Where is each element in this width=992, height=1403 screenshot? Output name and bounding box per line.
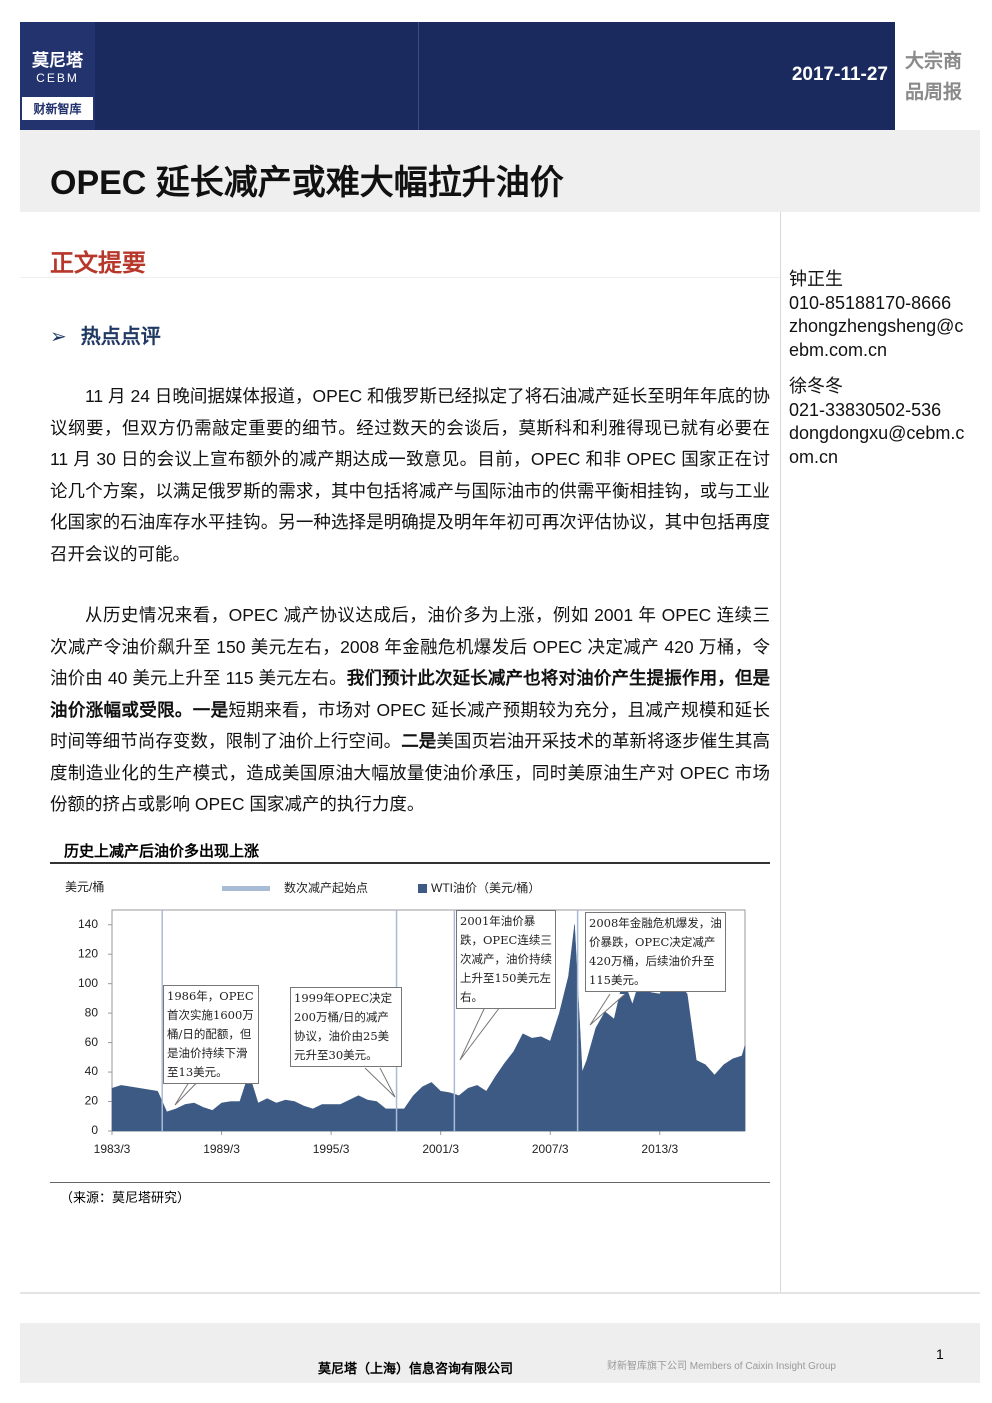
text-run: 11 月 24 日晚间据媒体报道，OPEC 和俄罗斯已经拟定了将石油减产延长至明… [50,386,770,564]
annotation: 2001年油价暴跌，OPEC连续三次减产，油价持续上升至150美元左右。 [456,910,556,1009]
contact-phone: 021-33830502-536 [789,399,942,420]
contact: 钟正生 010-85188170-8666 zhongzhengsheng@cebm… [789,268,969,362]
group: 财新智库旗下公司 Members of Caixin Insight Group [607,1361,836,1372]
contact-email: dongdongxu@cebm.com.cn [789,423,965,467]
contact-email: zhongzhengsheng@cebm.com.cn [789,316,964,360]
sidebar-line [780,212,781,1292]
y-tick-label: 40 [85,1064,99,1078]
contact-name: 徐冬冬 [789,376,843,396]
y-tick-label: 20 [85,1094,99,1108]
brand: 财新智库 [22,97,93,120]
title: OPEC 延长减产或难大幅拉升油价 [50,164,564,202]
contact-phone: 010-85188170-8666 [789,292,952,313]
title-band [20,130,980,212]
logo: 莫尼塔 CEBM 财新智库 [20,22,95,130]
x-tick-label: 2007/3 [532,1142,569,1156]
y-axis-label: 美元/桶 [65,879,104,894]
callout-tail [589,993,626,1026]
rule [50,862,770,864]
divider [418,22,419,130]
subsection: ➢ 热点点评 [50,326,161,348]
page-number: 1 [936,1346,944,1362]
paragraph: 11 月 24 日晚间据媒体报道，OPEC 和俄罗斯已经拟定了将石油减产延长至明… [50,381,770,570]
contact: 徐冬冬 021-33830502-536 dongdongxu@cebm.com.c… [789,375,969,469]
chart: 0 20 40 60 80 100 120 140 1983/3 1989/3 1995/3 2001… [65,879,746,1156]
x-tick-label: 1983/3 [94,1142,131,1156]
text-run: 一是 [192,699,229,720]
date: 2017-11-27 [791,64,888,85]
annotation: 1986年，OPEC首次实施1600万桶/日的配额，但是油价持续下滑至13美元。 [163,985,259,1084]
contact-name: 钟正生 [789,269,843,289]
x-tick-label: 2013/3 [641,1142,678,1156]
y-tick-label: 60 [85,1035,99,1049]
contacts: 钟正生 010-85188170-8666 zhongzhengsheng@cebm… [789,268,969,482]
callout-tail [459,1006,501,1061]
rule [20,1292,980,1294]
y-tick-label: 120 [78,946,98,960]
subsection-title: 热点点评 [80,326,161,348]
x-tick-label: 1989/3 [203,1142,240,1156]
legend-label: WTI油价（美元/桶） [431,880,540,895]
text-run: 二是 [401,731,437,751]
body: 11 月 24 日晚间据媒体报道，OPEC 和俄罗斯已经拟定了将石油减产延长至明… [50,381,770,851]
text-run: 我们预计此次延长减产也将对油价产生提振作用，但是油价涨幅或受限。 [50,668,771,720]
legend-swatch [222,886,270,891]
price-area [111,924,746,1132]
annotation: 2008年金融危机爆发，油价暴跌，OPEC决定减产420万桶，后续油价升至115… [585,912,726,992]
annotation: 1999年OPEC决定200万桶/日的减产协议，油价由25美元升至30美元。 [290,987,402,1067]
text-run: 从历史情况来看，OPEC 减产协议达成后，油价多为上涨，例如 2001 年 OP… [50,605,770,688]
x-tick-label: 1995/3 [313,1142,350,1156]
paragraph: 从历史情况来看，OPEC 减产协议达成后，油价多为上涨，例如 2001 年 OP… [50,600,770,821]
legend-label: 数次减产起始点 [284,880,368,895]
chart-title: 历史上减产后油价多出现上涨 [64,843,260,860]
y-tick-label: 80 [85,1005,99,1019]
chart-box: 0 20 40 60 80 100 120 140 1983/3 1989/3 1995/3 2001… [50,865,770,1183]
rule [20,277,780,278]
rule [50,1182,770,1183]
y-tick-label: 140 [78,917,98,931]
report-type: 大宗商品周报 [905,51,963,103]
source: （来源：莫尼塔研究） [60,1190,191,1205]
x-tick-label: 2001/3 [422,1142,459,1156]
logo-cn: 莫尼塔 [32,51,83,70]
company: 莫尼塔（上海）信息咨询有限公司 [318,1361,514,1376]
callout-tail [364,1067,396,1098]
logo-en: CEBM [36,71,79,85]
section-title: 正文提要 [50,250,146,277]
header-band [20,22,895,130]
legend-swatch [418,884,427,893]
y-tick-label: 0 [91,1123,98,1137]
text-run: 短期来看，市场对 OPEC 延长减产预期较为充分，且减产规模和延长时间等细节尚存… [50,699,771,752]
text-run: 美国页岩油开采技术的革新将逐步催生其高度制造业化的生产模式，造成美国原油大幅放量… [50,731,770,814]
y-tick-label: 100 [78,976,98,990]
footer-band [20,1323,980,1383]
